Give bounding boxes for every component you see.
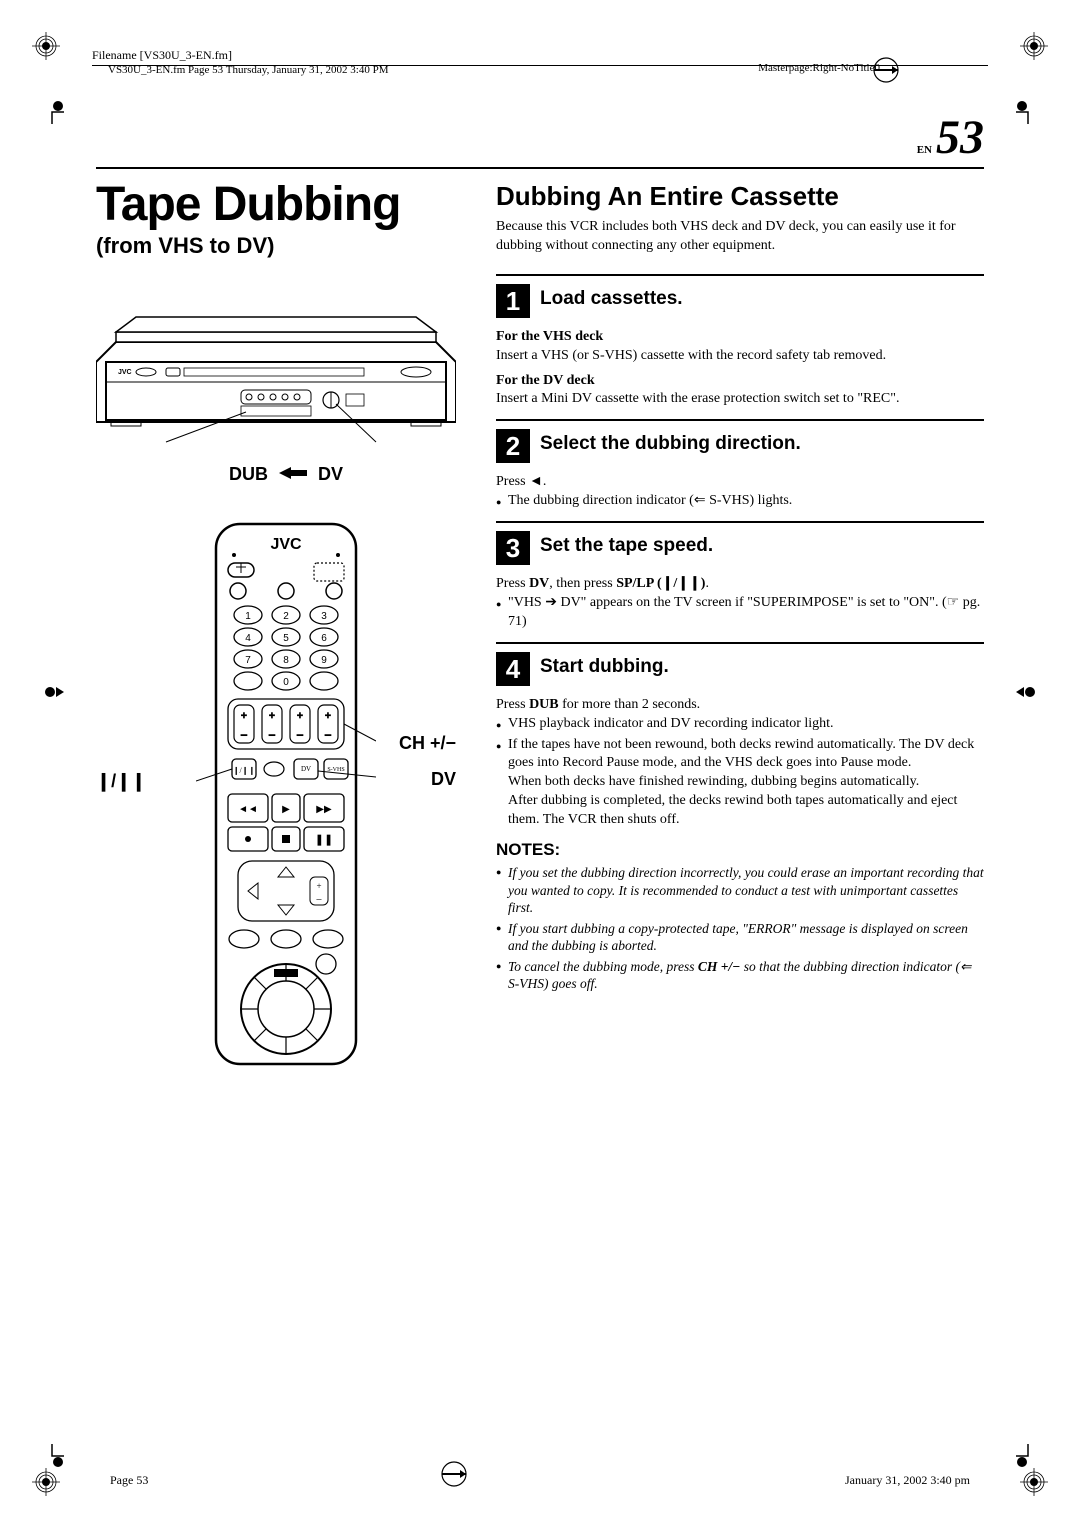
intro-text: Because this VCR includes both VHS deck … bbox=[496, 218, 984, 256]
notes-list: If you set the dubbing direction incorre… bbox=[496, 864, 984, 993]
step-number: 2 bbox=[496, 429, 530, 463]
bullet-item: "VHS ➔ DV" appears on the TV screen if "… bbox=[496, 594, 984, 632]
svg-text:❙/❙❙: ❙/❙❙ bbox=[233, 766, 255, 775]
arrow-left-icon bbox=[279, 464, 307, 485]
svg-text:8: 8 bbox=[283, 655, 289, 666]
svg-text:◄◄: ◄◄ bbox=[238, 804, 258, 815]
footer-date: January 31, 2002 3:40 pm bbox=[845, 1473, 970, 1488]
svg-text:1: 1 bbox=[245, 611, 251, 622]
step-body: Press ◄.The dubbing direction indicator … bbox=[496, 473, 984, 511]
page-number-area: EN 53 bbox=[96, 110, 984, 169]
vcr-labels: DUB DV bbox=[96, 464, 476, 485]
registration-mark-icon bbox=[1020, 1468, 1048, 1496]
svg-text:9: 9 bbox=[321, 655, 327, 666]
step-text: Insert a Mini DV cassette with the erase… bbox=[496, 390, 984, 409]
step-body: Press DV, then press SP/LP (❙/❙❙)."VHS ➔… bbox=[496, 575, 984, 632]
dv-label: DV bbox=[318, 464, 343, 484]
step-body: Press DUB for more than 2 seconds.VHS pl… bbox=[496, 696, 984, 830]
en-label: EN bbox=[917, 144, 932, 156]
step-text: Press DUB for more than 2 seconds. bbox=[496, 696, 984, 715]
right-column: Dubbing An Entire Cassette Because this … bbox=[496, 181, 984, 1079]
sub-heading: For the VHS deck bbox=[496, 328, 984, 347]
svg-text:2: 2 bbox=[283, 611, 289, 622]
step-body: For the VHS deck Insert a VHS (or S-VHS)… bbox=[496, 328, 984, 410]
svg-text:JVC: JVC bbox=[270, 536, 302, 553]
footer-page: Page 53 bbox=[110, 1473, 148, 1488]
crop-mark-icon bbox=[1016, 680, 1040, 704]
step: 3 Set the tape speed. bbox=[496, 521, 984, 565]
remote-diagram: ❙/❙❙ CH +/− DV JVC 1 bbox=[96, 519, 476, 1079]
step-title: Start dubbing. bbox=[540, 652, 669, 678]
svg-text:5: 5 bbox=[283, 633, 289, 644]
svg-text:7: 7 bbox=[245, 655, 251, 666]
dv-remote-label: DV bbox=[431, 769, 456, 790]
note-item: If you set the dubbing direction incorre… bbox=[496, 864, 984, 917]
dub-label: DUB bbox=[229, 464, 268, 484]
crop-mark-icon bbox=[1016, 1444, 1040, 1468]
bullet-item: VHS playback indicator and DV recording … bbox=[496, 715, 984, 734]
step: 4 Start dubbing. bbox=[496, 642, 984, 686]
left-column: Tape Dubbing (from VHS to DV) JVC bbox=[96, 181, 476, 1079]
svg-text:▶: ▶ bbox=[282, 804, 290, 815]
svg-text:❚❚: ❚❚ bbox=[315, 834, 333, 846]
ch-label: CH +/− bbox=[399, 733, 456, 754]
registration-mark-icon bbox=[440, 1460, 468, 1488]
remote-icon: JVC 1 2 3 4 5 bbox=[196, 519, 376, 1079]
step-number: 3 bbox=[496, 531, 530, 565]
step-title: Load cassettes. bbox=[540, 284, 683, 310]
vcr-diagram-icon: JVC bbox=[96, 287, 456, 447]
svg-text:+: + bbox=[297, 711, 303, 722]
registration-mark-icon bbox=[1020, 32, 1048, 60]
step: 2 Select the dubbing direction. bbox=[496, 419, 984, 463]
pause-label: ❙/❙❙ bbox=[96, 771, 146, 792]
svg-text:3: 3 bbox=[321, 611, 327, 622]
section-title: Dubbing An Entire Cassette bbox=[496, 181, 984, 212]
subtitle: (from VHS to DV) bbox=[96, 233, 476, 259]
crop-mark-icon bbox=[40, 1444, 64, 1468]
crop-mark-icon bbox=[1016, 100, 1040, 124]
svg-text:+: + bbox=[325, 711, 331, 722]
step-number: 4 bbox=[496, 652, 530, 686]
svg-text:+: + bbox=[241, 711, 247, 722]
registration-mark-icon bbox=[32, 1468, 60, 1496]
svg-text:6: 6 bbox=[321, 633, 327, 644]
note-item: To cancel the dubbing mode, press CH +/−… bbox=[496, 958, 984, 993]
page-content: EN 53 Tape Dubbing (from VHS to DV) JVC bbox=[96, 110, 984, 1448]
svg-text:−: − bbox=[316, 894, 322, 906]
step-number: 1 bbox=[496, 284, 530, 318]
bullet-item: The dubbing direction indicator (⇐ S-VHS… bbox=[496, 492, 984, 511]
svg-text:−: − bbox=[297, 728, 304, 742]
crop-mark-icon bbox=[40, 100, 64, 124]
svg-text:▶▶: ▶▶ bbox=[316, 804, 332, 815]
page-number: 53 bbox=[936, 111, 984, 164]
svg-text:4: 4 bbox=[245, 633, 251, 644]
svg-text:DV: DV bbox=[301, 765, 311, 773]
svg-text:JVC: JVC bbox=[118, 369, 132, 376]
svg-text:0: 0 bbox=[283, 677, 289, 688]
svg-text:−: − bbox=[325, 728, 332, 742]
header-pageinfo: VS30U_3-EN.fm Page 53 Thursday, January … bbox=[108, 64, 388, 76]
svg-text:−: − bbox=[241, 728, 248, 742]
step-text: Press ◄. bbox=[496, 473, 984, 492]
header-masterpage: Masterpage:Right-NoTitle0 bbox=[758, 62, 880, 74]
step: 1 Load cassettes. bbox=[496, 274, 984, 318]
svg-text:+: + bbox=[269, 711, 275, 722]
sub-heading: For the DV deck bbox=[496, 372, 984, 391]
step-text: Press DV, then press SP/LP (❙/❙❙). bbox=[496, 575, 984, 594]
notes-title: NOTES: bbox=[496, 840, 984, 860]
note-item: If you start dubbing a copy-protected ta… bbox=[496, 920, 984, 955]
step-title: Select the dubbing direction. bbox=[540, 429, 801, 455]
main-title: Tape Dubbing bbox=[96, 181, 476, 229]
svg-text:+: + bbox=[316, 881, 321, 891]
bullet-item: If the tapes have not been rewound, both… bbox=[496, 736, 984, 830]
step-text: Insert a VHS (or S-VHS) cassette with th… bbox=[496, 347, 984, 366]
svg-text:−: − bbox=[269, 728, 276, 742]
step-title: Set the tape speed. bbox=[540, 531, 713, 557]
registration-mark-icon bbox=[32, 32, 60, 60]
crop-mark-icon bbox=[40, 680, 64, 704]
